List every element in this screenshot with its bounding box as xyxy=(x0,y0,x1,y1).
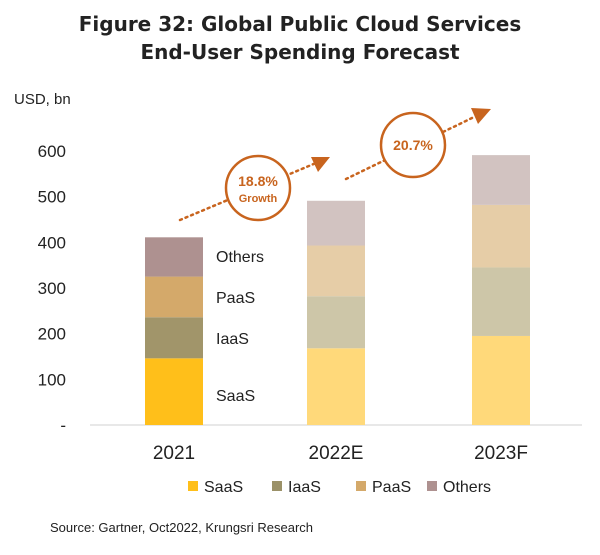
legend-swatch-paas xyxy=(356,481,366,491)
y-tick-label: 600 xyxy=(38,142,66,161)
growth-circle-1 xyxy=(224,154,292,222)
legend-swatch-others xyxy=(427,481,437,491)
bar-segment-saas-2021 xyxy=(145,358,203,425)
y-tick-label: 300 xyxy=(38,279,66,298)
growth-value-2: 20.7% xyxy=(393,137,433,153)
bar-segment-paas-2022e xyxy=(307,245,365,297)
legend-swatch-iaas xyxy=(272,481,282,491)
x-category-label: 2023F xyxy=(474,443,528,464)
bar-segment-others-2023f xyxy=(472,155,530,205)
segment-label-others: Others xyxy=(216,249,264,266)
y-tick-label: - xyxy=(60,416,66,435)
y-tick-label: 100 xyxy=(38,370,66,389)
source-note: Source: Gartner, Oct2022, Krungsri Resea… xyxy=(50,520,314,535)
growth-arrow-1-head xyxy=(311,157,330,172)
chart-title-line-2: End-User Spending Forecast xyxy=(140,40,460,64)
growth-value-1: 18.8% xyxy=(238,173,278,189)
bar-segment-paas-2023f xyxy=(472,204,530,268)
y-tick-label: 200 xyxy=(38,325,66,344)
bar-segment-paas-2021 xyxy=(145,276,203,318)
bar-segment-iaas-2021 xyxy=(145,317,203,359)
segment-label-iaas: IaaS xyxy=(216,331,249,348)
segment-label-paas: PaaS xyxy=(216,290,255,307)
growth-sub-1: Growth xyxy=(239,193,278,205)
legend-label-iaas: IaaS xyxy=(288,479,321,496)
growth-circle-2 xyxy=(379,111,447,179)
bar-segment-saas-2023f xyxy=(472,335,530,425)
legend-label-others: Others xyxy=(443,479,491,496)
x-category-label: 2021 xyxy=(153,443,195,464)
bar-segment-iaas-2023f xyxy=(472,267,530,336)
legend-label-saas: SaaS xyxy=(204,479,243,496)
bar-segment-others-2022e xyxy=(307,200,365,246)
x-category-label: 2022E xyxy=(309,443,364,464)
growth-arrow-2-head xyxy=(471,108,491,124)
bar-segment-saas-2022e xyxy=(307,348,365,425)
bar-segment-others-2021 xyxy=(145,237,203,277)
chart-title-line-1: Figure 32: Global Public Cloud Services xyxy=(78,12,522,36)
y-tick-label: 400 xyxy=(38,233,66,252)
y-tick-label: 500 xyxy=(38,188,66,207)
y-axis-unit-label: USD, bn xyxy=(14,91,71,108)
bar-segment-iaas-2022e xyxy=(307,296,365,349)
segment-label-saas: SaaS xyxy=(216,388,255,405)
legend-swatch-saas xyxy=(188,481,198,491)
legend-label-paas: PaaS xyxy=(372,479,411,496)
chart-title: Figure 32: Global Public Cloud Services … xyxy=(0,10,600,66)
